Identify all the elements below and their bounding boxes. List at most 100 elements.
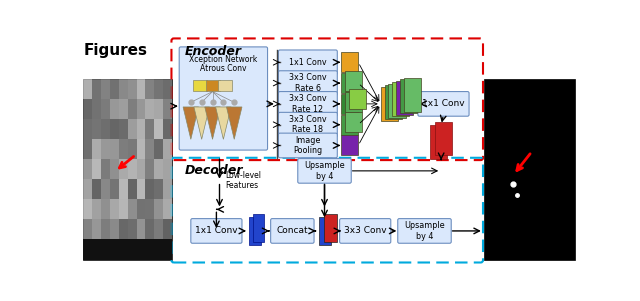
Bar <box>136 219 145 239</box>
Bar <box>404 78 421 112</box>
Bar <box>83 79 92 99</box>
FancyBboxPatch shape <box>340 219 391 243</box>
Bar <box>430 126 447 159</box>
Bar <box>345 112 362 132</box>
Text: Encoder: Encoder <box>184 45 242 57</box>
Bar <box>92 159 101 179</box>
Bar <box>101 119 110 139</box>
Bar <box>83 99 92 119</box>
Polygon shape <box>183 107 198 139</box>
Bar <box>193 80 207 91</box>
Text: Low-level
Features: Low-level Features <box>226 171 262 190</box>
Bar <box>341 135 358 156</box>
Bar <box>385 85 402 119</box>
Bar <box>136 159 145 179</box>
Bar <box>110 79 119 99</box>
Bar <box>83 239 172 260</box>
Bar <box>110 139 119 159</box>
Polygon shape <box>227 107 242 139</box>
Bar <box>435 122 452 156</box>
FancyBboxPatch shape <box>271 219 314 243</box>
Bar <box>127 119 136 139</box>
Bar <box>205 80 220 91</box>
Bar <box>83 139 92 159</box>
FancyBboxPatch shape <box>298 159 351 183</box>
Bar <box>400 79 417 113</box>
Bar <box>83 219 92 239</box>
Bar <box>154 159 163 179</box>
Bar <box>101 219 110 239</box>
Bar <box>324 214 337 242</box>
FancyBboxPatch shape <box>278 71 337 95</box>
Bar <box>92 179 101 199</box>
Polygon shape <box>205 107 220 139</box>
Bar <box>92 99 101 119</box>
Bar <box>110 159 119 179</box>
Bar <box>163 139 172 159</box>
Text: Concat: Concat <box>276 226 308 235</box>
FancyBboxPatch shape <box>418 92 469 116</box>
Bar <box>83 79 172 260</box>
Text: Decoder: Decoder <box>184 164 243 177</box>
Bar <box>92 79 101 99</box>
Bar <box>101 179 110 199</box>
Bar <box>136 199 145 219</box>
Bar <box>319 217 331 245</box>
Bar <box>349 89 366 109</box>
Bar <box>145 159 154 179</box>
Bar <box>136 139 145 159</box>
Bar <box>145 79 154 99</box>
Bar <box>392 82 410 116</box>
FancyBboxPatch shape <box>278 50 337 75</box>
Text: 3x3 Conv: 3x3 Conv <box>344 226 387 235</box>
Bar <box>381 87 397 121</box>
Bar <box>484 79 575 260</box>
Bar <box>127 99 136 119</box>
Bar <box>163 119 172 139</box>
Bar <box>119 119 127 139</box>
Bar <box>127 199 136 219</box>
Bar <box>218 80 232 91</box>
Bar <box>163 99 172 119</box>
Text: Xception Network: Xception Network <box>189 54 257 64</box>
Polygon shape <box>216 107 231 139</box>
Bar <box>154 119 163 139</box>
Bar <box>145 119 154 139</box>
Bar <box>101 99 110 119</box>
Bar <box>154 179 163 199</box>
Bar <box>345 92 362 112</box>
Bar <box>145 179 154 199</box>
Text: 3x3 Conv
Rate 6: 3x3 Conv Rate 6 <box>289 73 326 93</box>
Bar <box>145 139 154 159</box>
Bar <box>110 119 119 139</box>
FancyBboxPatch shape <box>397 219 451 243</box>
Bar <box>127 159 136 179</box>
Bar <box>92 139 101 159</box>
Bar <box>119 159 127 179</box>
Bar <box>119 79 127 99</box>
Bar <box>92 199 101 219</box>
Bar <box>345 71 362 91</box>
Bar <box>388 84 406 118</box>
FancyBboxPatch shape <box>179 47 268 150</box>
FancyBboxPatch shape <box>278 92 337 116</box>
Text: Figures: Figures <box>84 43 148 58</box>
Bar <box>101 159 110 179</box>
Bar <box>253 214 264 242</box>
Bar <box>119 219 127 239</box>
Text: Atrous Conv: Atrous Conv <box>200 64 246 73</box>
Bar <box>83 159 92 179</box>
Text: 1x1 Conv: 1x1 Conv <box>289 58 326 67</box>
Bar <box>163 179 172 199</box>
Bar <box>83 119 92 139</box>
Bar <box>119 99 127 119</box>
Bar <box>92 119 101 139</box>
Bar <box>127 219 136 239</box>
Bar <box>92 219 101 239</box>
Bar <box>127 79 136 99</box>
Text: Upsample
by 4: Upsample by 4 <box>404 221 445 240</box>
Bar <box>163 79 172 99</box>
Bar <box>341 94 358 114</box>
Bar <box>163 199 172 219</box>
Bar <box>136 79 145 99</box>
